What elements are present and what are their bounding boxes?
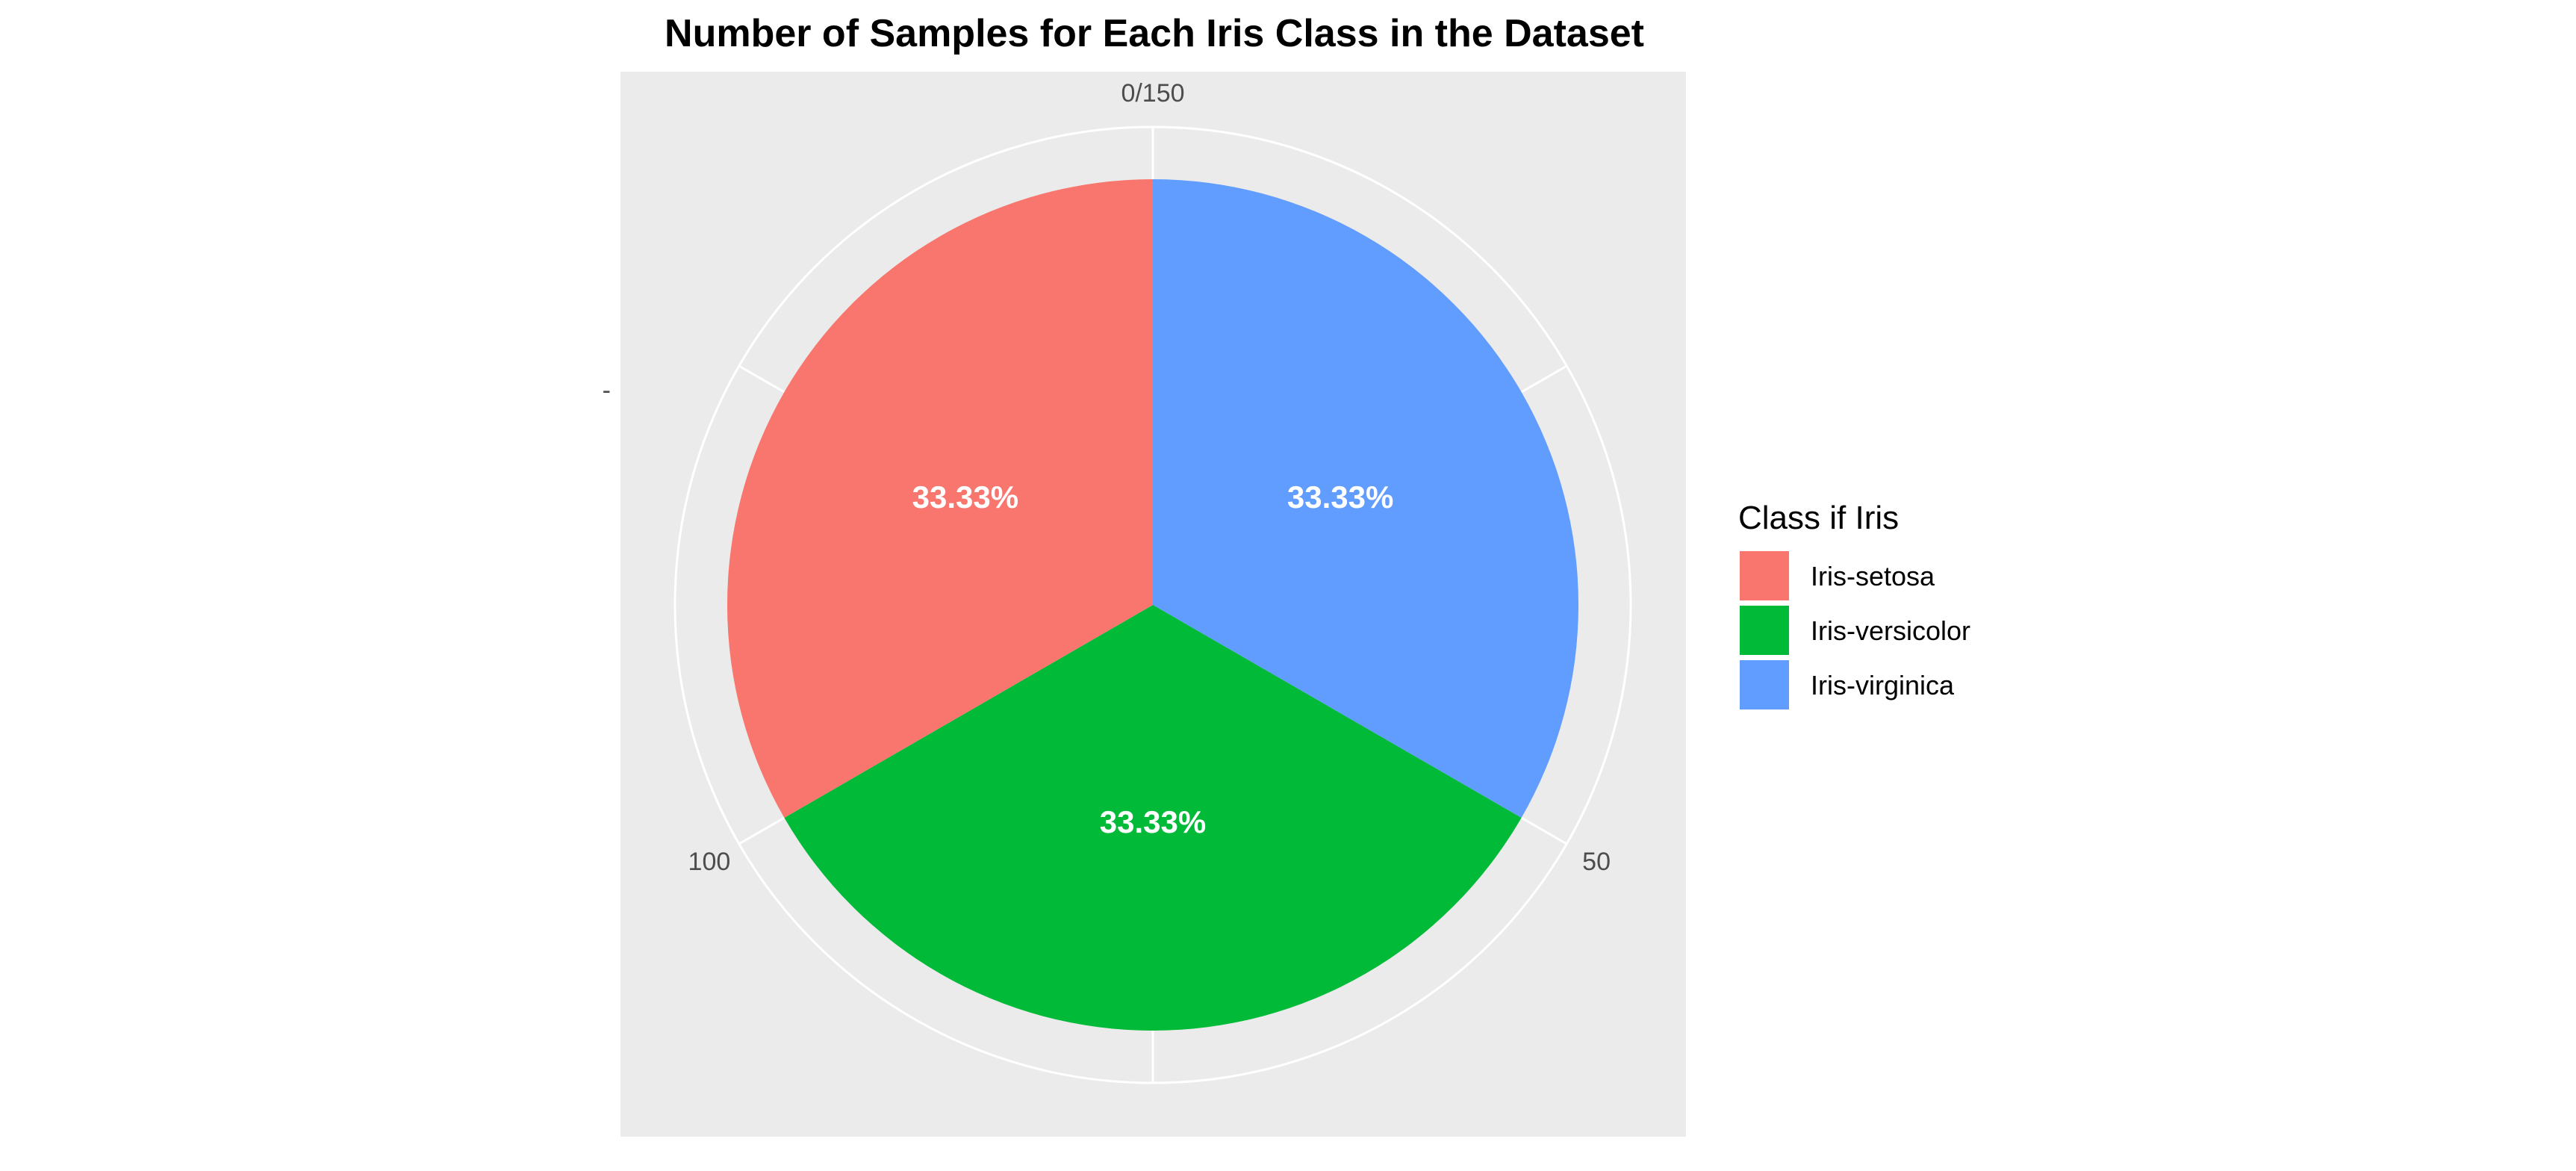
legend-swatch-iris-virginica xyxy=(1740,660,1789,709)
legend-label-iris-virginica: Iris-virginica xyxy=(1811,670,1955,701)
legend-title: Class if Iris xyxy=(1738,500,1899,536)
pie-slice-iris-virginica xyxy=(1153,179,1578,818)
legend-swatch-iris-setosa xyxy=(1740,551,1789,600)
legend-items: Iris-setosa Iris-versicolor Iris-virginica xyxy=(1740,551,1970,709)
angle-tick-label: 50 xyxy=(1582,848,1611,876)
pie-slices xyxy=(727,179,1578,1031)
slice-label-iris-virginica: 33.33% xyxy=(1287,479,1393,515)
legend-swatch-iris-versicolor xyxy=(1740,606,1789,655)
slice-labels: 33.33% 33.33% 33.33% xyxy=(912,479,1394,839)
legend-label-iris-setosa: Iris-setosa xyxy=(1811,561,1935,591)
angle-ticks: 0/150 50 100 xyxy=(688,79,1611,876)
angle-tick-label: 100 xyxy=(688,848,731,876)
slice-label-iris-setosa: 33.33% xyxy=(912,479,1018,515)
legend-label-iris-versicolor: Iris-versicolor xyxy=(1811,615,1970,646)
angle-tick-label: 0/150 xyxy=(1121,79,1184,108)
pie-slice-iris-setosa xyxy=(727,179,1153,818)
chart-title: Number of Samples for Each Iris Class in… xyxy=(665,12,1644,55)
legend: Class if Iris Iris-setosa Iris-versicolor… xyxy=(1738,500,1970,709)
slice-label-iris-versicolor: 33.33% xyxy=(1100,804,1206,839)
y-tick-label: - xyxy=(603,376,611,405)
